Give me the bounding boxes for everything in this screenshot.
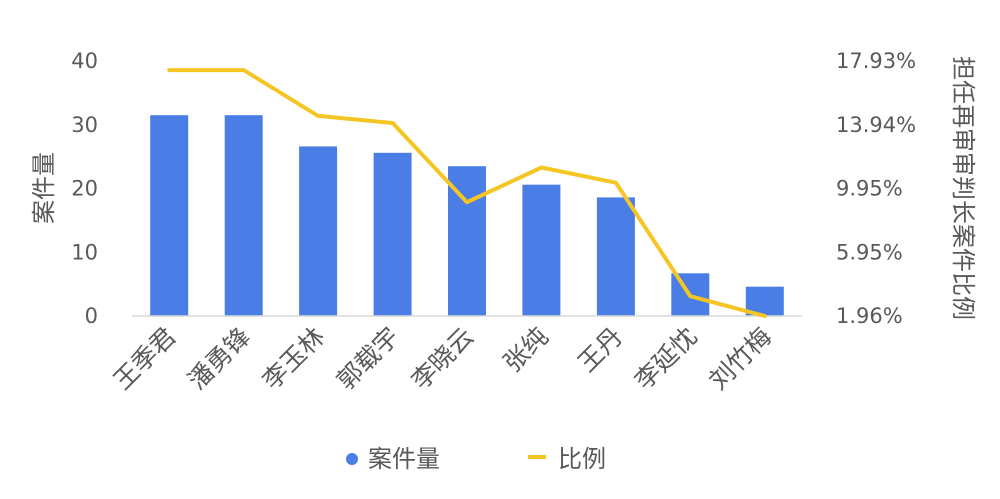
y2-axis-ticks: 1.96% 5.95% 9.95% 13.94% 17.93% [836,49,916,328]
x-tick-label: 郭载宇 [331,322,405,396]
ratio-line [167,68,767,318]
legend: 案件量 比例 [346,445,606,473]
y-tick-label: 0 [85,304,98,328]
bar-series [150,115,784,316]
x-tick-label: 李晓云 [406,322,480,396]
y-tick-label: 10 [71,240,98,264]
x-tick-label: 张纯 [498,322,554,378]
x-axis-ticks: 王季君 潘勇锋 李玉林 郭载宇 李晓云 张纯 王丹 李延忱 刘竹梅 [108,322,777,396]
x-tick-label: 潘勇锋 [182,322,256,396]
bar [299,146,338,316]
legend-label-line: 比例 [558,445,606,473]
bar [224,115,263,316]
y-tick-label: 40 [71,49,98,73]
x-tick-label: 王季君 [108,322,182,396]
y-tick-label: 20 [71,177,98,201]
x-tick-label: 李玉林 [257,322,331,396]
y2-tick-label: 13.94% [836,113,916,137]
y-axis-title: 案件量 [30,152,58,224]
y-tick-label: 30 [71,113,98,137]
y2-tick-label: 1.96% [836,304,903,328]
y2-axis-title: 担任再审审判长案件比例 [949,56,977,320]
bar [373,152,412,316]
y2-tick-label: 9.95% [836,177,903,201]
y2-tick-label: 5.95% [836,240,903,264]
bar [150,115,189,316]
bar [596,197,635,316]
legend-label-bar: 案件量 [368,445,440,473]
x-tick-label: 刘竹梅 [703,322,777,396]
x-tick-label: 王丹 [572,322,628,378]
bar [522,184,561,316]
x-tick-label: 李延忱 [629,322,703,396]
legend-marker-bar [346,453,358,465]
y2-tick-label: 17.93% [836,49,916,73]
y-axis-ticks: 0 10 20 30 40 [71,49,98,328]
